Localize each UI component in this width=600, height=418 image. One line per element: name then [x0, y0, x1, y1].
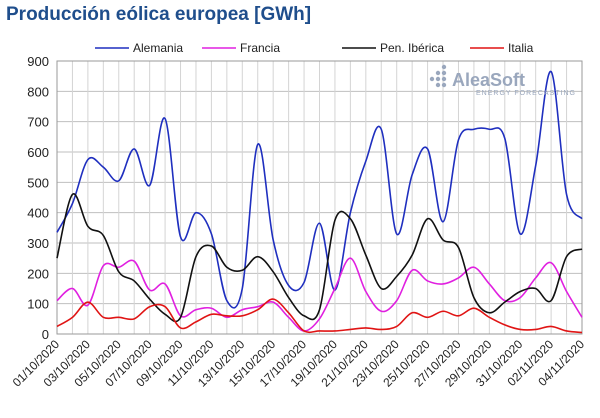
legend-item-italia: Italia [470, 41, 534, 55]
logo-name: AleaSoft [452, 70, 525, 90]
y-tick-label: 800 [27, 84, 49, 99]
series-line-pen-ib-rica [56, 193, 583, 323]
legend-label: Pen. Ibérica [380, 41, 444, 55]
x-axis: 01/10/202003/10/202005/10/202007/10/2020… [10, 337, 588, 390]
legend-item-alemania: Alemania [95, 41, 183, 55]
chart-title: Producción eólica europea [GWh] [6, 4, 312, 25]
y-tick-label: 700 [27, 115, 49, 130]
legend-item-francia: Francia [202, 41, 280, 55]
logo-dots-icon [429, 64, 447, 88]
series-line-alemania [56, 70, 583, 309]
legend-item-pen-ib-rica: Pen. Ibérica [342, 41, 444, 55]
series-lines [56, 70, 583, 334]
legend-label: Italia [508, 41, 534, 55]
y-tick-label: 400 [27, 206, 49, 221]
y-axis: 0 100 200 300 400 500 600 700 800 900 [27, 54, 49, 342]
y-tick-label: 200 [27, 266, 49, 281]
y-tick-label: 500 [27, 175, 49, 190]
y-tick-label: 300 [27, 236, 49, 251]
series-line-francia [56, 257, 583, 332]
y-tick-label: 900 [27, 54, 49, 69]
series-line-italia [56, 298, 583, 334]
legend-label: Alemania [133, 41, 183, 55]
aleasoft-logo: AleaSoft ENERGY FORECASTING [429, 64, 576, 97]
grid [56, 60, 583, 335]
plot-frame [56, 60, 583, 335]
y-tick-label: 600 [27, 145, 49, 160]
y-tick-label: 100 [27, 297, 49, 312]
legend: Alemania Francia Pen. Ibérica Italia [95, 41, 534, 55]
logo-tagline: ENERGY FORECASTING [476, 90, 576, 97]
y-tick-label: 0 [42, 327, 49, 342]
legend-label: Francia [240, 41, 280, 55]
